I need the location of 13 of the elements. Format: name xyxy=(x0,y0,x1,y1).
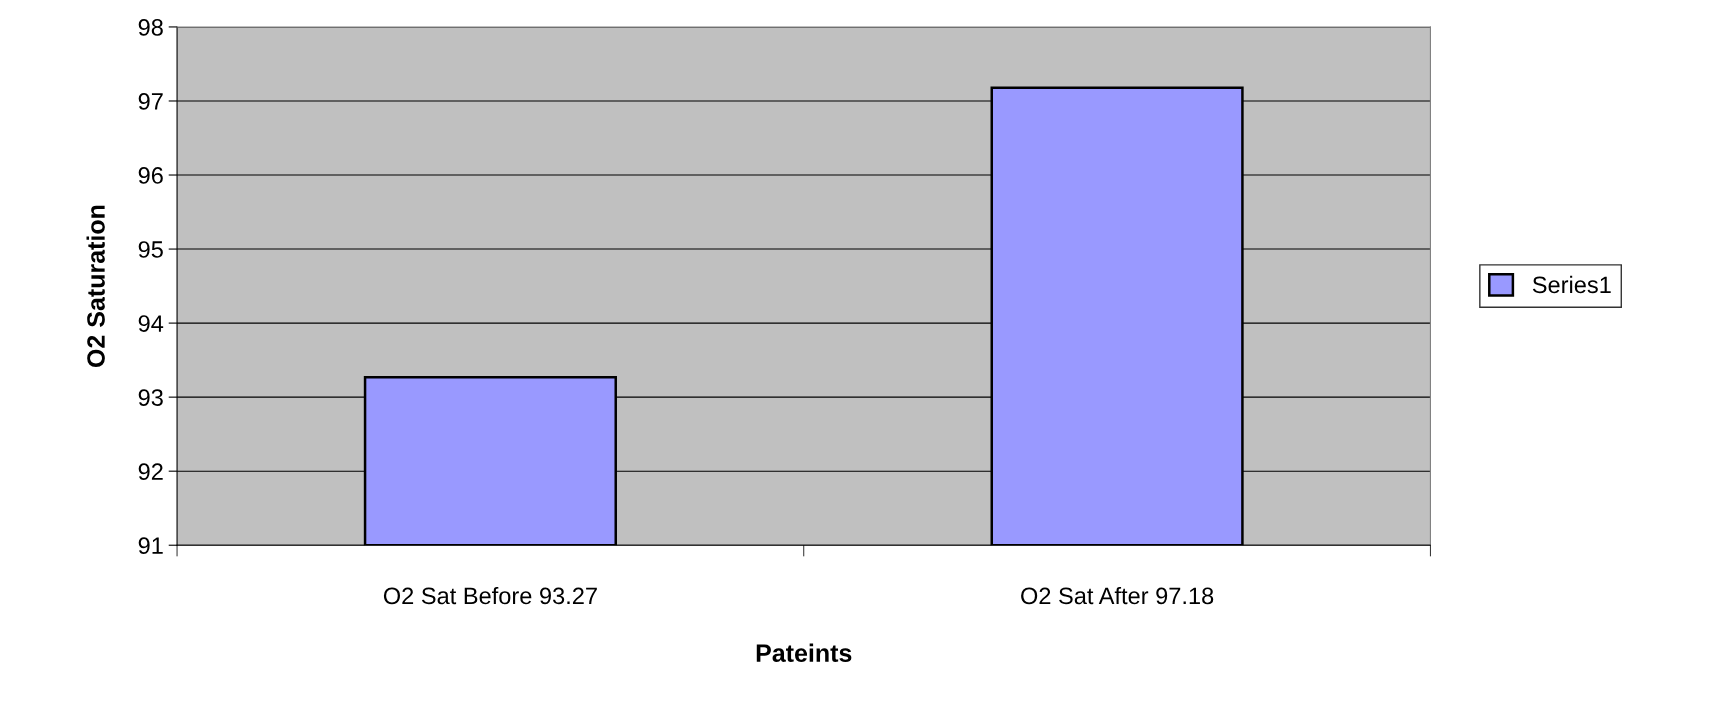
y-tick-label: 91 xyxy=(138,537,163,555)
y-tick-label: 96 xyxy=(138,167,163,184)
x-axis-title: Pateints xyxy=(756,643,852,662)
x-tick-label: O2 Sat After 97.18 xyxy=(1021,586,1214,605)
y-tick-label: 98 xyxy=(138,19,163,36)
y-tick-label: 97 xyxy=(138,93,163,110)
y-tick-label: 92 xyxy=(138,463,163,480)
y-axis-title: O2 Saturation xyxy=(86,205,105,368)
legend-label: Series1 xyxy=(1532,275,1611,294)
y-tick-label: 93 xyxy=(138,389,163,406)
y-tick-label: 95 xyxy=(138,241,163,258)
x-tick-label: O2 Sat Before 93.27 xyxy=(383,586,597,605)
y-tick-label: 94 xyxy=(138,315,164,332)
